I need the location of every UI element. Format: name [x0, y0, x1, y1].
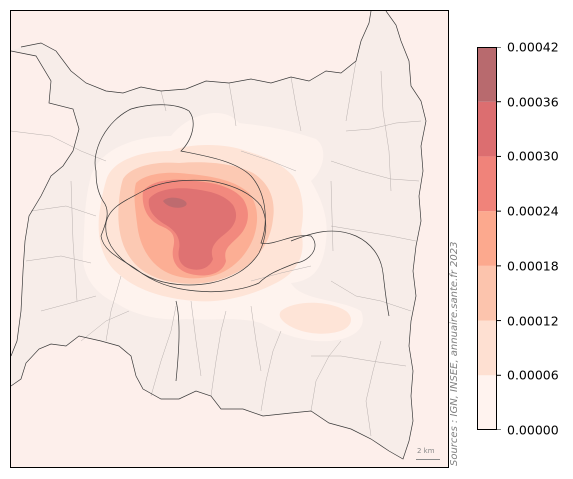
legend-tick-label: 0.00012	[507, 313, 559, 329]
scale-label: 2 km	[417, 447, 435, 455]
legend-band-4	[477, 211, 497, 266]
contour-band-7	[163, 197, 187, 208]
department-borders	[11, 11, 427, 460]
legend-tick-label: 0.00030	[507, 148, 559, 164]
commune-borders	[11, 60, 422, 437]
outer-boundary	[11, 11, 427, 460]
source-note: Sources : IGN, INSEE, annuaire.sante.fr …	[449, 241, 460, 467]
legend-band-3	[477, 265, 497, 321]
paris-boundary	[105, 179, 267, 286]
color-legend: 0.00000 0.00006 0.00012 0.00018 0.00024 …	[477, 40, 559, 438]
legend-tick-label: 0.00024	[507, 203, 559, 219]
south-boundary	[175, 300, 180, 382]
inner-ring-boundary	[94, 104, 316, 293]
density-contours	[82, 113, 363, 342]
legend-tick-label: 0.00006	[507, 367, 559, 383]
contour-east-band-2	[279, 302, 351, 334]
contour-band-6	[148, 188, 237, 270]
legend-band-6	[477, 101, 497, 157]
east-boundary	[290, 230, 390, 317]
legend-band-2	[477, 320, 497, 376]
scale-bar	[416, 459, 440, 460]
legend-frame	[477, 47, 497, 430]
legend-band-1	[477, 375, 497, 430]
legend-tick-label: 0.00036	[507, 94, 559, 110]
legend-band-5	[477, 156, 497, 212]
map-frame	[10, 10, 449, 468]
legend-colorbar	[477, 47, 501, 430]
legend-band-7	[477, 47, 497, 102]
legend-tick-label: 0.00000	[507, 422, 559, 438]
legend-tick-label: 0.00018	[507, 258, 559, 274]
legend-tick-label: 0.00042	[507, 39, 559, 55]
density-map	[11, 11, 448, 467]
